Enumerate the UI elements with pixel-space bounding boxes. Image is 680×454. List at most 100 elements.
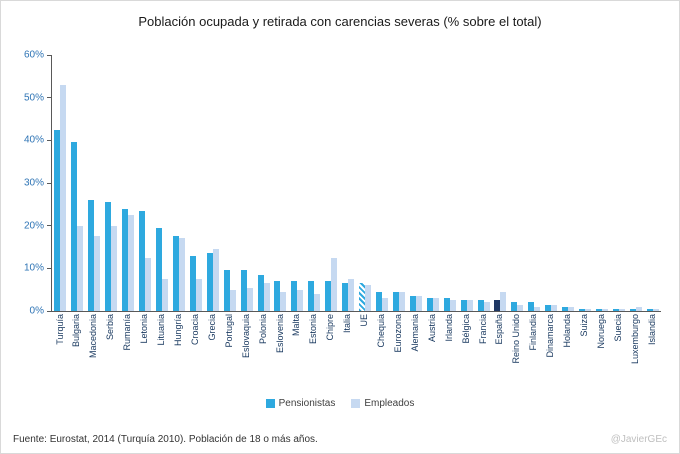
bar-empleados: [111, 225, 118, 311]
bar-pensionistas: [595, 309, 602, 311]
bar-empleados: [585, 309, 592, 311]
legend: Pensionistas Empleados: [1, 398, 679, 409]
x-axis-label: Suiza: [579, 314, 590, 337]
bar-pensionistas: [155, 227, 162, 311]
bar-pensionistas: [545, 304, 552, 311]
x-axis-label: Islandia: [646, 314, 657, 346]
x-axis-label: Croacia: [189, 314, 200, 346]
bar-empleados: [534, 306, 541, 311]
x-axis-label: Dinamarca: [545, 314, 556, 358]
chart-title: Población ocupada y retirada con carenci…: [138, 14, 542, 29]
bar-pensionistas: [105, 202, 112, 311]
bar-group: [137, 55, 154, 311]
source-note: Fuente: Eurostat, 2014 (Turquía 2010). P…: [13, 434, 318, 445]
bar-empleados: [280, 291, 287, 311]
bar-pensionistas: [375, 291, 382, 311]
bar-group: [170, 55, 187, 311]
bar-pensionistas: [223, 270, 230, 311]
x-axis-label: Lituania: [156, 314, 167, 346]
bar-empleados: [365, 285, 372, 311]
bar-pensionistas: [511, 302, 518, 311]
bar-empleados: [415, 296, 422, 311]
x-axis-label: Serbia: [105, 314, 116, 341]
bar-group: [543, 55, 560, 311]
bar-group: [120, 55, 137, 311]
x-axis-label: Noruega: [596, 314, 607, 349]
x-axis-label: Eslovenia: [274, 314, 285, 354]
y-axis-tick-mark: [47, 54, 52, 56]
bar-pensionistas: [189, 255, 196, 311]
y-axis-tick-mark: [47, 182, 52, 184]
bar-group: [560, 55, 577, 311]
bar-empleados: [601, 309, 608, 311]
bar-group: [441, 55, 458, 311]
bar-group: [323, 55, 340, 311]
y-axis-tick-label: 30%: [23, 177, 44, 189]
bar-empleados: [145, 257, 152, 311]
y-axis-tick-mark: [47, 310, 52, 312]
bar-group: [306, 55, 323, 311]
bar-group: [103, 55, 120, 311]
bar-empleados: [551, 304, 558, 311]
x-axis-label: Chequia: [376, 314, 387, 348]
bar-group: [594, 55, 611, 311]
x-axis-label: Suecia: [612, 314, 623, 342]
x-axis-label: Italia: [342, 314, 353, 334]
bar-empleados: [500, 291, 507, 311]
bar-group: [340, 55, 357, 311]
bar-empleados: [635, 306, 642, 311]
bar-group: [204, 55, 221, 311]
bar-group: [374, 55, 391, 311]
y-axis-tick-label: 10%: [23, 262, 44, 274]
bar-empleados: [568, 306, 575, 311]
y-axis-tick-mark: [47, 139, 52, 141]
bar-group: [154, 55, 171, 311]
bar-group: [424, 55, 441, 311]
x-axis-label: Austria: [426, 314, 437, 343]
bar-group: [577, 55, 594, 311]
bar-pensionistas: [308, 281, 315, 311]
bar-group: [390, 55, 407, 311]
legend-item-pensionistas: Pensionistas: [265, 398, 335, 409]
bar-pensionistas: [646, 309, 653, 311]
bar-empleados: [161, 279, 168, 311]
footer: Fuente: Eurostat, 2014 (Turquía 2010). P…: [13, 434, 667, 445]
x-axis-label: Turquía: [54, 314, 65, 345]
legend-label-empleados: Empleados: [364, 398, 415, 409]
bar-empleados: [483, 302, 490, 311]
bar-pensionistas: [71, 142, 78, 311]
x-axis-label: Reino Unido: [511, 314, 522, 364]
x-axis-label: Grecia: [206, 314, 217, 341]
x-axis-label: Rumanía: [122, 314, 133, 351]
bar-empleados: [263, 283, 270, 311]
x-axis-label: Chipre: [325, 314, 336, 341]
bar-empleados: [212, 249, 219, 311]
bar-group: [458, 55, 475, 311]
x-axis-label: Macedonia: [88, 314, 99, 359]
x-axis-label: España: [494, 314, 505, 345]
bar-pensionistas: [477, 300, 484, 311]
x-axis-label: Hungría: [172, 314, 183, 347]
bar-group: [492, 55, 509, 311]
bar-empleados: [398, 291, 405, 311]
bar-empleados: [229, 289, 236, 311]
x-axis-labels: Turquía Bulgaria Macedonia Serbia Rumanía Let…: [52, 314, 661, 396]
x-axis-label: Eslovaquia: [240, 314, 251, 359]
y-axis-tick-label: 20%: [23, 220, 44, 232]
bar-group: [526, 55, 543, 311]
bar-empleados: [60, 84, 67, 311]
bar-pensionistas: [612, 309, 619, 311]
author-credit: @JavierGEc: [610, 434, 667, 445]
x-axis-label: Holanda: [562, 314, 573, 348]
x-axis-label: Bélgica: [460, 314, 471, 344]
bar-empleados: [381, 298, 388, 311]
x-axis-label: Luxemburgo: [629, 314, 640, 365]
bar-pensionistas: [460, 300, 467, 311]
bar-empleados: [246, 287, 253, 311]
bar-pensionistas: [528, 302, 535, 311]
legend-swatch-empleados: [351, 399, 361, 408]
chart-area: 0% 10% 20% 30% 40% 50% 60%: [11, 50, 661, 317]
x-axis-label: Estonia: [308, 314, 319, 345]
x-axis-label: Polonia: [257, 314, 268, 345]
